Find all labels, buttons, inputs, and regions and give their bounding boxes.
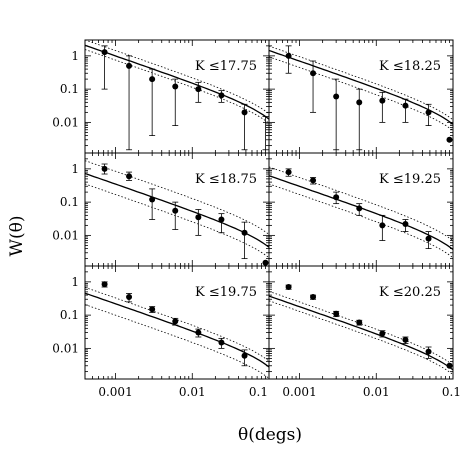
model-curve-dotted-lower: [269, 300, 453, 375]
model-curve-solid: [85, 292, 269, 368]
data-point: [101, 281, 108, 288]
data-point: [101, 165, 108, 172]
data-point: [356, 99, 363, 106]
data-point: [149, 76, 156, 83]
data-point: [126, 62, 133, 69]
data-point: [310, 177, 317, 184]
data-point: [218, 339, 225, 346]
y-axis-title: W(θ): [7, 216, 27, 257]
data-point: [425, 348, 432, 355]
data-point: [172, 83, 179, 90]
data-point: [402, 102, 409, 109]
data-point: [172, 207, 179, 214]
data-point: [310, 294, 317, 301]
x-tick-label: 0.1: [442, 385, 461, 399]
panel-frame: [84, 39, 270, 154]
data-point: [241, 109, 248, 116]
panel-label: K ≤18.25: [379, 59, 441, 74]
y-tick-label: 1: [71, 162, 79, 176]
data-point: [126, 173, 133, 180]
y-tick-label: 0.01: [52, 341, 79, 355]
model-curve-dotted-upper: [85, 40, 269, 115]
data-point: [241, 352, 248, 359]
panel-label: K ≤20.25: [379, 285, 441, 300]
data-point: [446, 136, 453, 143]
model-curve-solid: [269, 49, 453, 125]
data-point: [379, 222, 386, 229]
model-curve-dotted-upper: [85, 160, 269, 235]
model-curve-solid: [269, 295, 453, 371]
data-point: [333, 93, 340, 100]
data-point: [402, 336, 409, 343]
data-point: [218, 216, 225, 223]
data-point: [379, 330, 386, 337]
panel: 1 0.1 0.01 K ≤17.75: [52, 39, 270, 154]
y-tick-label: 0.01: [52, 228, 79, 242]
panel: 1 0.1 0.01 K ≤18.75: [52, 152, 270, 267]
panel-frame: [268, 39, 454, 154]
data-point: [402, 220, 409, 227]
model-curve-dotted-upper: [85, 286, 269, 362]
data-point: [195, 86, 202, 93]
model-curve-dotted-lower: [85, 183, 269, 259]
x-tick-label: 0.01: [179, 385, 206, 399]
data-point: [285, 169, 292, 176]
y-tick-label: 0.1: [60, 308, 79, 322]
data-point: [425, 109, 432, 116]
panel-label: K ≤19.75: [195, 285, 257, 300]
data-point: [425, 235, 432, 242]
data-point: [149, 196, 156, 203]
panel: K ≤19.25: [268, 152, 454, 267]
panel: K ≤18.25: [268, 39, 454, 154]
data-point: [172, 318, 179, 325]
x-tick-label: 0.1: [249, 385, 268, 399]
model-curve-dotted-upper: [269, 290, 453, 366]
data-point: [262, 259, 269, 266]
model-curve-dotted-upper: [269, 166, 453, 242]
data-point: [195, 329, 202, 336]
data-point: [333, 310, 340, 317]
data-point: [285, 284, 292, 291]
data-point: [356, 319, 363, 326]
y-tick-label: 1: [71, 49, 79, 63]
panel-label: K ≤17.75: [195, 59, 257, 74]
model-curve-dotted-lower: [85, 304, 269, 379]
panel-label: K ≤18.75: [195, 172, 257, 187]
model-curve-dotted-lower: [269, 183, 453, 259]
data-point: [379, 97, 386, 104]
data-point: [218, 92, 225, 99]
data-point: [195, 214, 202, 221]
data-point: [446, 362, 453, 369]
y-tick-label: 0.1: [60, 82, 79, 96]
panel-grid: 1 0.1 0.01 K ≤17.75 K ≤18.25 1 0.1 0.01 K ≤18.75…: [52, 39, 461, 399]
model-curve-dotted-lower: [85, 49, 269, 124]
y-tick-label: 0.01: [52, 115, 79, 129]
x-tick-label: 0.001: [98, 385, 132, 399]
panel-label: K ≤19.25: [379, 172, 441, 187]
panel: 0.001 0.01 0.1 K ≤20.25: [268, 265, 461, 399]
x-tick-label: 0.01: [363, 385, 390, 399]
y-tick-label: 1: [71, 275, 79, 289]
data-point: [241, 229, 248, 236]
model-curve-dotted-upper: [269, 45, 453, 121]
data-point: [149, 306, 156, 313]
panel: 1 0.1 0.01 0.001 0.01 0.1 K ≤19.75: [52, 265, 270, 399]
data-point: [310, 70, 317, 77]
x-tick-label: 0.001: [282, 385, 316, 399]
data-point: [285, 52, 292, 59]
data-point: [356, 205, 363, 212]
x-axis-title: θ(degs): [238, 425, 302, 445]
y-tick-label: 0.1: [60, 195, 79, 209]
data-point: [101, 49, 108, 56]
data-point: [126, 294, 133, 301]
model-curve-solid: [85, 44, 269, 120]
model-curve-dotted-lower: [269, 56, 453, 131]
data-point: [333, 194, 340, 201]
model-curve-solid: [85, 172, 269, 248]
